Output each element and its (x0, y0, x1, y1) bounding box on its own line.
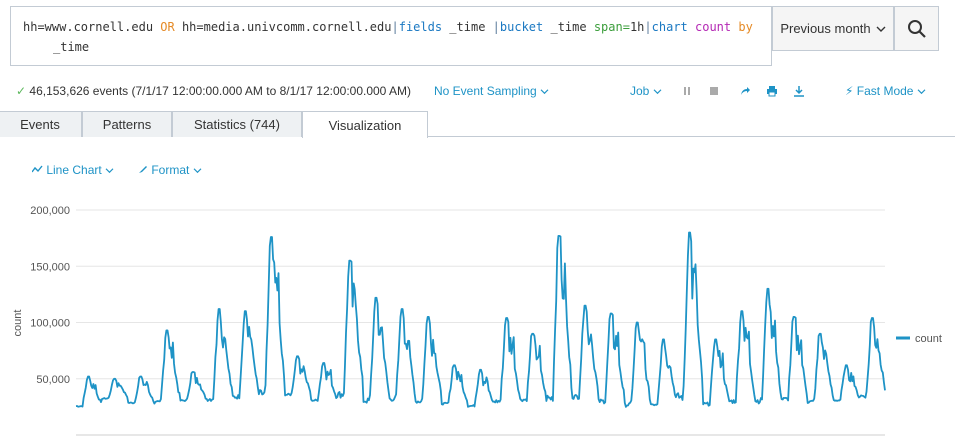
job-label: Job (630, 84, 650, 98)
search-mode-label: Fast Mode (856, 84, 914, 98)
line-chart: 50,000 100,000 150,000 200,000 count count (12, 205, 942, 436)
event-sampling-dropdown[interactable]: No Event Sampling (434, 84, 549, 98)
print-icon (767, 86, 777, 97)
search-token: | (391, 20, 399, 34)
format-label: Format (151, 163, 190, 177)
search-token: by (738, 20, 753, 34)
pause-button[interactable] (679, 83, 695, 99)
job-menu[interactable]: Job (630, 84, 662, 98)
stop-icon (710, 87, 718, 95)
search-token: chart (651, 20, 688, 34)
tab-label: Statistics (744) (194, 117, 280, 132)
search-query-line-2: _time (23, 37, 759, 57)
search-token: bucket (499, 20, 544, 34)
chart-series (75, 231, 886, 408)
chevron-down-icon (876, 26, 886, 32)
results-tabs: Events Patterns Statistics (744) Visuali… (0, 111, 955, 138)
lightning-icon: ⚡ (845, 84, 854, 98)
y-axis-title: count (12, 310, 24, 337)
event-count-status: ✓ 46,153,626 events (7/1/17 12:00:00.000… (16, 84, 411, 98)
search-token: fields (398, 20, 443, 34)
search-token: _time (543, 20, 594, 34)
search-token: span= (593, 20, 630, 34)
tab-events[interactable]: Events (0, 111, 82, 137)
search-token: | (644, 20, 652, 34)
search-token: 1h (629, 20, 645, 34)
search-query-time-field: _time (53, 40, 90, 54)
stop-button[interactable] (706, 83, 722, 99)
share-icon (741, 87, 750, 95)
chevron-down-icon (917, 89, 926, 95)
tab-visualization[interactable]: Visualization (302, 111, 428, 138)
chart-type-dropdown[interactable]: Line Chart (31, 163, 114, 177)
print-button[interactable] (764, 83, 780, 99)
y-tick-label: 150,000 (30, 261, 70, 273)
y-axis-ticks: 50,000 100,000 150,000 200,000 (30, 205, 70, 386)
series-line-count[interactable] (75, 231, 886, 408)
time-range-label: Previous month (780, 21, 871, 36)
export-button[interactable] (791, 83, 807, 99)
chevron-down-icon (540, 89, 549, 95)
search-button[interactable] (894, 6, 939, 51)
chevron-down-icon (105, 168, 114, 174)
chart-grid (76, 209, 885, 436)
search-icon (907, 19, 926, 38)
tab-patterns[interactable]: Patterns (82, 111, 172, 137)
time-range-picker[interactable]: Previous month (772, 6, 894, 51)
y-tick-label: 100,000 (30, 318, 70, 330)
line-chart-icon (31, 165, 43, 173)
chevron-down-icon (653, 89, 662, 95)
search-token: count (687, 20, 739, 34)
chart-type-label: Line Chart (46, 163, 102, 177)
chevron-down-icon (193, 168, 202, 174)
search-input[interactable]: hh=www.cornell.edu OR hh=media.univcomm.… (10, 6, 772, 66)
search-mode-dropdown[interactable]: ⚡ Fast Mode (845, 84, 926, 98)
search-token: _time (442, 20, 493, 34)
tab-label: Events (20, 117, 60, 132)
pause-icon (684, 87, 690, 95)
search-token: OR (160, 20, 175, 34)
checkmark-icon: ✓ (16, 84, 27, 98)
event-count-text: 46,153,626 events (7/1/17 12:00:00.000 A… (29, 84, 412, 98)
format-dropdown[interactable]: Format (138, 163, 202, 177)
tab-label: Patterns (102, 117, 152, 132)
search-query-line-1: hh=www.cornell.edu OR hh=media.univcomm.… (23, 17, 759, 37)
y-tick-label: 200,000 (30, 205, 70, 217)
legend-label: count (915, 333, 942, 345)
search-token: | (492, 20, 500, 34)
share-button[interactable] (737, 83, 753, 99)
search-status-bar: ✓ 46,153,626 events (7/1/17 12:00:00.000… (0, 80, 955, 102)
search-token: hh=www.cornell.edu (23, 20, 161, 34)
y-tick-label: 50,000 (36, 374, 70, 386)
event-sampling-label: No Event Sampling (434, 84, 537, 98)
brush-icon (139, 166, 147, 173)
search-token: hh=media.univcomm.cornell.edu (174, 20, 392, 34)
tab-label: Visualization (328, 117, 402, 133)
download-icon (794, 86, 804, 97)
tab-statistics[interactable]: Statistics (744) (172, 111, 302, 137)
chart-legend[interactable]: count (896, 333, 942, 345)
